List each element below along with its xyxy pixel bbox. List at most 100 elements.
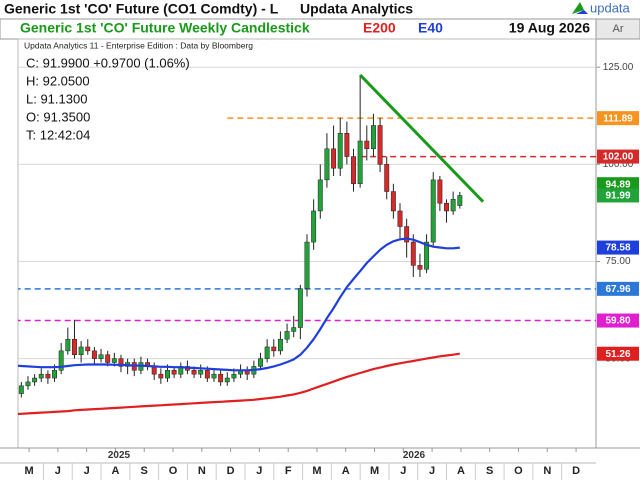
candle-body bbox=[204, 370, 210, 379]
candle-body bbox=[271, 346, 277, 352]
candle-body bbox=[91, 350, 97, 359]
x-tick-label: M bbox=[25, 465, 34, 477]
value-box bbox=[597, 240, 639, 255]
candle-body bbox=[105, 354, 111, 363]
logo-icon bbox=[572, 2, 584, 14]
candle-body bbox=[78, 346, 84, 355]
corner-label: Ar bbox=[613, 23, 624, 35]
ohlc-info: O: 91.3500 bbox=[26, 109, 90, 124]
axes: 125.00100.0075.0050.00MJJASONDJFMAMJJASO… bbox=[25, 62, 639, 480]
candle-body bbox=[410, 241, 416, 266]
candle-body bbox=[98, 354, 104, 359]
candle-body bbox=[277, 338, 283, 352]
logo-text: updata bbox=[590, 0, 631, 15]
candle-body bbox=[450, 199, 456, 212]
candle-body bbox=[258, 358, 263, 367]
candle-body bbox=[58, 350, 64, 371]
value-box-label: 51.26 bbox=[605, 349, 630, 360]
candle-body bbox=[191, 370, 197, 375]
candle-body bbox=[85, 346, 91, 352]
legend-entry: E200 bbox=[363, 20, 396, 36]
value-box bbox=[597, 177, 639, 192]
x-tick-label: O bbox=[514, 465, 523, 477]
x-tick-label: M bbox=[370, 465, 379, 477]
x-tick-label: J bbox=[55, 465, 61, 477]
candle-body bbox=[198, 370, 204, 375]
ma-line bbox=[18, 352, 460, 416]
x-tick-label: F bbox=[285, 465, 292, 477]
window-title: Generic 1st 'CO' Future (CO1 Comdty) - L bbox=[4, 1, 279, 17]
value-box-label: 94.89 bbox=[605, 179, 630, 190]
title-bar bbox=[0, 0, 640, 19]
candle-body bbox=[331, 148, 337, 169]
candle-body bbox=[430, 179, 436, 243]
candle-body bbox=[297, 288, 303, 328]
logo: updata bbox=[572, 0, 631, 15]
info-block: Updata Analytics 11 - Enterprise Edition… bbox=[24, 40, 253, 142]
candle-body bbox=[444, 202, 449, 212]
candle-body bbox=[357, 140, 363, 185]
candle-body bbox=[32, 377, 38, 383]
x-tick-label: O bbox=[169, 465, 178, 477]
candle-body bbox=[224, 377, 230, 383]
candle-body bbox=[364, 140, 370, 150]
candle-body bbox=[218, 373, 224, 383]
year-label: 2026 bbox=[403, 450, 426, 461]
y-tick-label: 125.00 bbox=[603, 62, 634, 73]
candle-body bbox=[337, 133, 343, 169]
candle-body bbox=[45, 373, 51, 379]
candle-body bbox=[370, 125, 376, 150]
value-box-label: 59.80 bbox=[605, 316, 630, 327]
legend-entry: E40 bbox=[418, 20, 443, 36]
x-tick-label: A bbox=[457, 465, 465, 477]
candle-body bbox=[171, 370, 177, 375]
x-tick-label: A bbox=[342, 465, 350, 477]
x-tick-label: J bbox=[256, 465, 262, 477]
x-tick-label: S bbox=[486, 465, 493, 477]
chart-title: Generic 1st 'CO' Future Weekly Candlesti… bbox=[20, 20, 310, 36]
x-tick-label: N bbox=[198, 465, 206, 477]
candle-body bbox=[397, 210, 403, 227]
candle-body bbox=[351, 156, 356, 185]
candle-body bbox=[311, 210, 317, 243]
x-tick-label: A bbox=[111, 465, 119, 477]
candle-body bbox=[424, 241, 430, 270]
ohlc-info: T: 12:42:04 bbox=[26, 127, 90, 142]
candle-body bbox=[291, 327, 297, 332]
candle-body bbox=[52, 370, 57, 379]
x-tick-label: S bbox=[141, 465, 148, 477]
logo-icon bbox=[576, 10, 588, 14]
value-box bbox=[597, 313, 639, 328]
candle-body bbox=[72, 338, 77, 355]
candle-body bbox=[25, 381, 31, 387]
candle-body bbox=[284, 331, 290, 340]
candle-body bbox=[344, 133, 350, 157]
candle-body bbox=[317, 179, 323, 212]
candle-body bbox=[437, 179, 443, 204]
x-tick-label: N bbox=[543, 465, 551, 477]
candle-body bbox=[231, 373, 237, 379]
candle-body bbox=[111, 358, 117, 363]
candle-body bbox=[377, 125, 383, 165]
value-box bbox=[597, 281, 639, 296]
value-box bbox=[597, 346, 639, 361]
x-tick-label: M bbox=[312, 465, 321, 477]
trendline bbox=[359, 73, 485, 203]
value-box-label: 102.00 bbox=[603, 152, 634, 163]
y-tick-label: 100.00 bbox=[603, 159, 634, 170]
candle-body bbox=[211, 373, 217, 379]
candle-body bbox=[165, 370, 170, 379]
candle-body bbox=[304, 241, 310, 289]
ohlc-info: H: 92.0500 bbox=[26, 73, 90, 88]
candle-body bbox=[324, 148, 330, 181]
candle-body bbox=[118, 358, 124, 367]
candle-body bbox=[404, 226, 410, 243]
candle-body bbox=[38, 373, 44, 379]
app-name: Updata Analytics bbox=[300, 1, 413, 17]
value-box bbox=[597, 188, 639, 203]
value-box-label: 91.99 bbox=[605, 191, 630, 202]
value-box bbox=[597, 149, 639, 164]
x-tick-label: J bbox=[84, 465, 90, 477]
candle-body bbox=[417, 265, 423, 270]
